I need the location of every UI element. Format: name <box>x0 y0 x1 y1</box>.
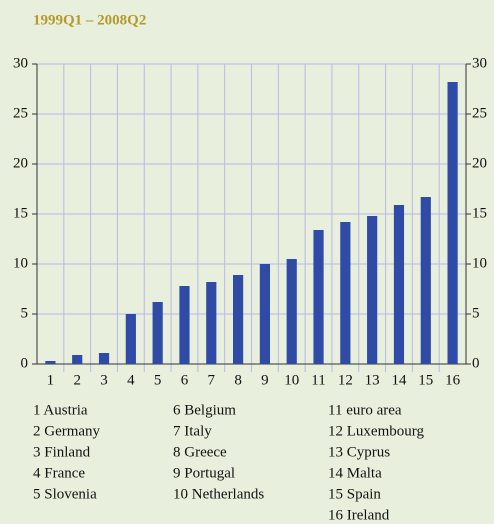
bar <box>313 230 324 364</box>
x-tick-label: 4 <box>127 372 135 388</box>
y2-tick-label: 0 <box>472 355 480 371</box>
legend-entry: 2 Germany <box>33 423 101 439</box>
y2-tick-label: 20 <box>472 155 487 171</box>
legend-entry: 7 Italy <box>173 423 212 439</box>
legend-entry: 16 Ireland <box>328 507 390 523</box>
x-tick-label: 6 <box>181 372 189 388</box>
bar <box>206 282 217 364</box>
bar <box>286 259 297 364</box>
legend-entry: 14 Malta <box>328 465 382 481</box>
y-tick-label: 0 <box>21 355 29 371</box>
legend-entry: 10 Netherlands <box>173 486 264 502</box>
y2-tick-label: 25 <box>472 105 487 121</box>
legend-entry: 12 Luxembourg <box>328 423 424 439</box>
y-tick-label: 10 <box>13 255 28 271</box>
x-tick-label: 1 <box>47 372 55 388</box>
bar <box>259 264 271 364</box>
x-tick-label: 5 <box>154 372 162 388</box>
legend-entry: 8 Greece <box>173 444 227 460</box>
legend-entry: 15 Spain <box>328 486 381 502</box>
legend-entry: 5 Slovenia <box>33 486 97 502</box>
bar <box>125 314 136 364</box>
y-tick-label: 20 <box>13 155 28 171</box>
bar <box>367 216 378 364</box>
x-tick-label: 10 <box>284 372 299 388</box>
y-tick-label: 15 <box>13 205 28 221</box>
legend-entry: 13 Cyprus <box>328 444 390 460</box>
x-tick-label: 7 <box>208 372 216 388</box>
y2-tick-label: 15 <box>472 205 487 221</box>
bar <box>72 355 83 364</box>
legend-entry: 1 Austria <box>33 402 88 418</box>
bar <box>393 205 405 364</box>
y-tick-label: 5 <box>21 305 29 321</box>
bar <box>152 302 163 364</box>
legend-entry: 3 Finland <box>33 444 91 460</box>
bar <box>179 286 190 364</box>
chart-title: 1999Q1 – 2008Q2 <box>33 12 146 28</box>
x-tick-label: 14 <box>391 372 407 388</box>
y2-tick-label: 10 <box>472 255 487 271</box>
legend-entry: 6 Belgium <box>173 402 236 418</box>
x-tick-label: 16 <box>445 372 461 388</box>
y2-tick-label: 30 <box>472 55 487 71</box>
bar <box>98 353 110 364</box>
y-tick-label: 25 <box>13 105 28 121</box>
x-tick-label: 13 <box>365 372 380 388</box>
x-tick-label: 9 <box>261 372 269 388</box>
bar <box>447 82 458 364</box>
legend-entry: 9 Portugal <box>173 465 235 481</box>
x-tick-label: 8 <box>234 372 242 388</box>
x-tick-label: 3 <box>100 372 108 388</box>
x-tick-label: 2 <box>73 372 81 388</box>
y-tick-label: 30 <box>13 55 28 71</box>
bar <box>420 197 431 364</box>
legend-entry: 11 euro area <box>328 402 402 418</box>
bar <box>45 361 56 364</box>
x-tick-label: 15 <box>418 372 433 388</box>
bar <box>232 275 244 364</box>
x-tick-label: 11 <box>311 372 325 388</box>
legend-entry: 4 France <box>33 465 85 481</box>
y2-tick-label: 5 <box>472 305 480 321</box>
x-tick-label: 12 <box>338 372 353 388</box>
bar <box>340 222 351 364</box>
